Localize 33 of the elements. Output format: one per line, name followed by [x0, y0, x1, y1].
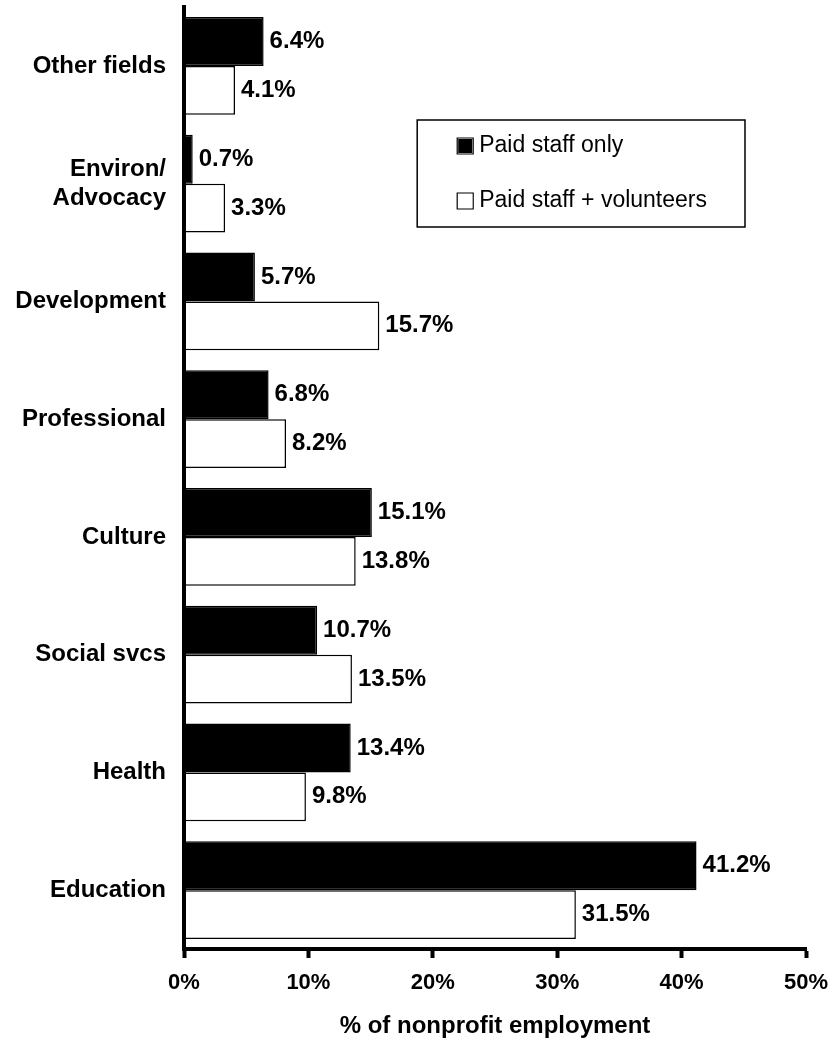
x-tick-label: 40%: [659, 969, 704, 995]
x-tick-label: 20%: [410, 969, 455, 995]
x-tick-label: 50%: [783, 969, 829, 995]
data-label: 8.2%: [292, 428, 347, 456]
data-label: 5.7%: [260, 261, 316, 289]
data-label: 13.5%: [357, 663, 426, 691]
data-label: 13.4%: [356, 732, 425, 760]
data-label: 6.4%: [269, 26, 325, 54]
x-tick-label: 30%: [535, 969, 580, 995]
data-label: 41.2%: [702, 850, 771, 878]
data-label: 3.3%: [231, 192, 286, 220]
y-tick-label: Other fields: [32, 50, 166, 78]
x-axis-title: % of nonprofit employment: [339, 1011, 651, 1039]
y-tick-label: Environ/ Advocacy: [52, 153, 167, 210]
data-label: 4.1%: [241, 74, 296, 102]
legend-label: Paid staff + volunteers: [479, 186, 708, 213]
data-label: 31.5%: [581, 899, 650, 927]
y-tick-label: Social svcs: [35, 639, 166, 667]
y-tick-label: Professional: [21, 403, 166, 431]
y-tick-label: Health: [92, 757, 166, 784]
data-label: 9.8%: [311, 781, 367, 809]
legend-label: Paid staff only: [479, 131, 624, 158]
data-label: 13.8%: [361, 545, 430, 573]
y-tick-label: Education: [49, 874, 166, 902]
data-label: 6.8%: [274, 379, 330, 407]
x-tick-label: 0%: [168, 969, 200, 995]
data-label: 15.7%: [385, 310, 454, 338]
data-label: 0.7%: [198, 143, 254, 171]
y-tick-label: Culture: [82, 521, 166, 549]
x-tick-label: 10%: [286, 969, 331, 995]
data-label: 15.1%: [377, 497, 446, 525]
data-label: 10.7%: [323, 614, 392, 642]
y-tick-label: Development: [15, 286, 167, 313]
